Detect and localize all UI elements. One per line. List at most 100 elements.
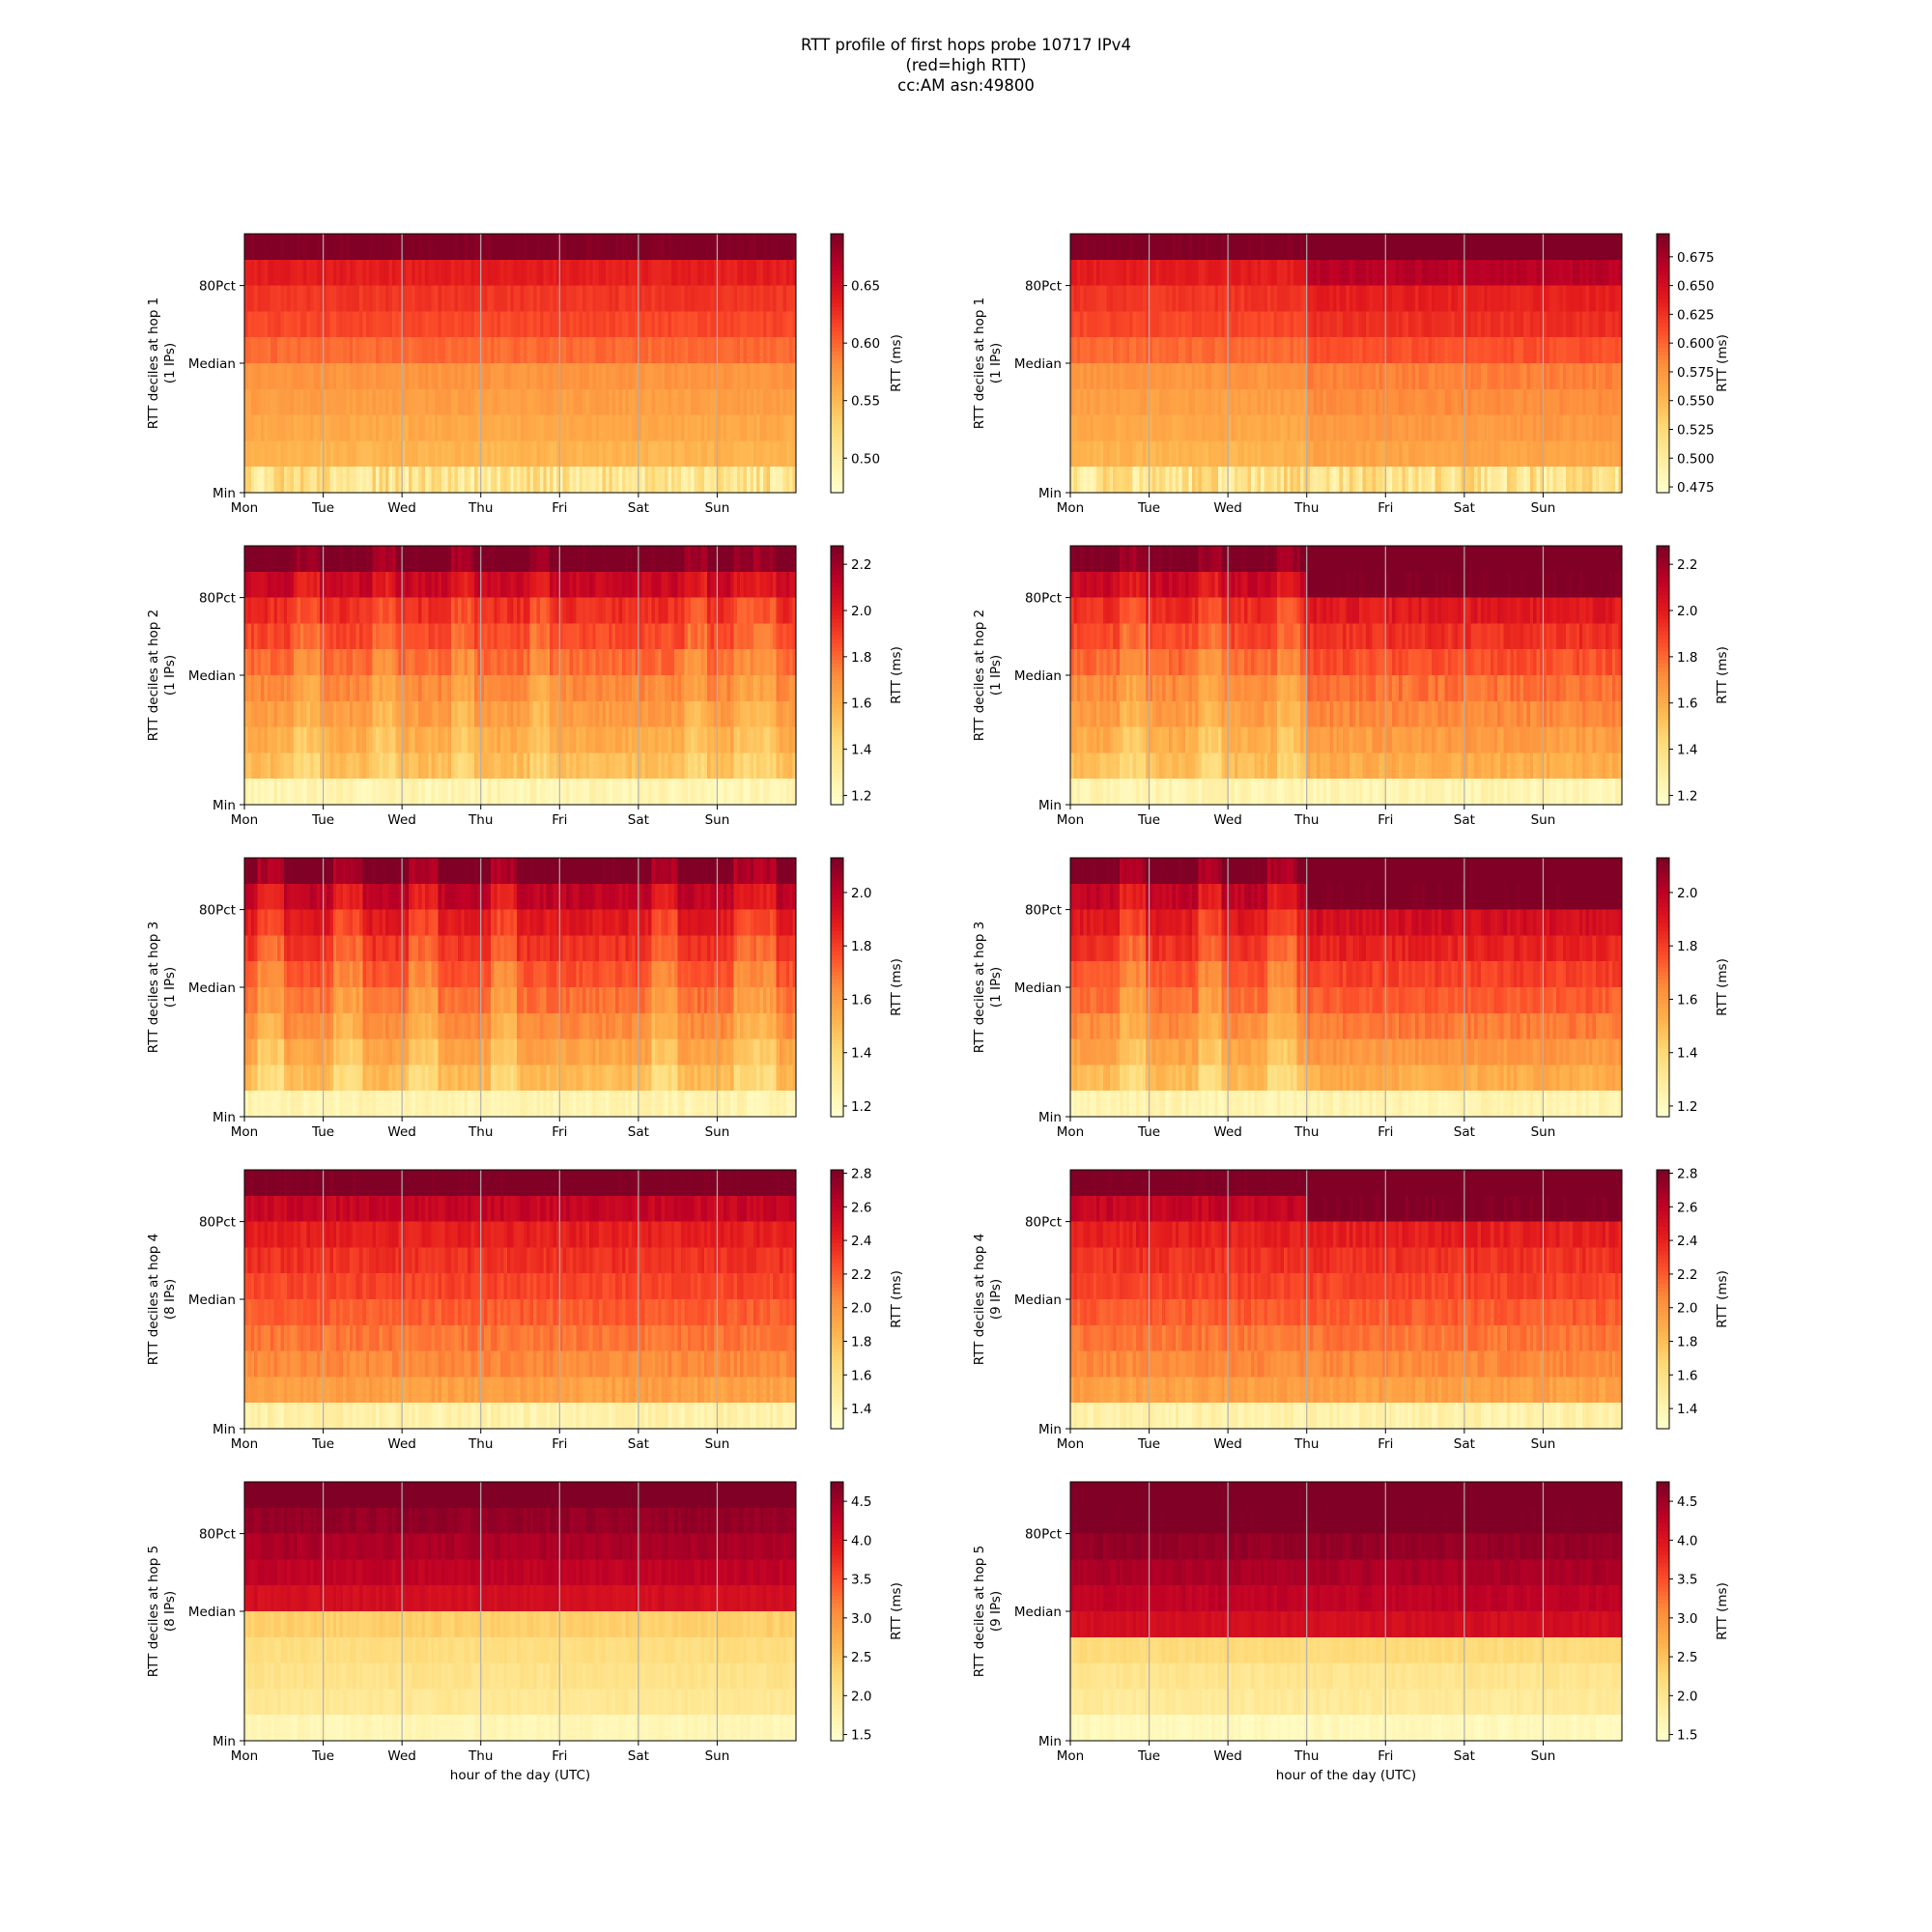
heatmap-cell — [769, 285, 774, 312]
heatmap-cell — [536, 234, 541, 261]
heatmap-cell — [313, 234, 318, 261]
heatmap-cell — [1411, 234, 1416, 261]
heatmap-cell — [1188, 285, 1193, 312]
heatmap-cell — [323, 285, 327, 312]
heatmap-cell — [543, 311, 548, 338]
heatmap-cell — [408, 414, 412, 441]
heatmap-cell — [1428, 259, 1433, 287]
heatmap-cell — [379, 467, 384, 494]
heatmap-cell — [615, 259, 620, 287]
heatmap-cell — [668, 337, 672, 364]
heatmap-cell — [250, 675, 255, 702]
heatmap-cell — [1376, 285, 1380, 312]
heatmap-cell — [451, 363, 456, 390]
heatmap-cell — [454, 675, 459, 702]
heatmap-cell — [1408, 259, 1413, 287]
heatmap-cell — [1198, 388, 1203, 416]
heatmap-cell — [543, 234, 548, 261]
heatmap-cell — [250, 726, 255, 753]
heatmap-cell — [615, 337, 620, 364]
heatmap-cell — [1129, 285, 1134, 312]
heatmap-cell — [332, 311, 337, 338]
heatmap-cell — [513, 363, 518, 390]
heatmap-cell — [332, 700, 337, 728]
heatmap-cell — [1376, 311, 1380, 338]
heatmap-cell — [756, 414, 761, 441]
heatmap-cell — [615, 414, 620, 441]
heatmap-cell — [733, 467, 738, 494]
heatmap-cell — [1142, 440, 1147, 468]
heatmap-cell — [1388, 440, 1393, 468]
colorbar-step — [1657, 347, 1669, 353]
heatmap-cell — [464, 285, 469, 312]
heatmap-cell — [523, 337, 527, 364]
heatmap-cell — [1303, 440, 1308, 468]
heatmap-cell — [638, 311, 642, 338]
heatmap-cell — [1181, 285, 1186, 312]
heatmap-cell — [332, 388, 337, 416]
heatmap-cell — [1254, 259, 1259, 287]
heatmap-cell — [1405, 259, 1409, 287]
heatmap-cell — [454, 337, 459, 364]
heatmap-cell — [1313, 440, 1318, 468]
heatmap-cell — [1250, 467, 1255, 494]
heatmap-cell — [1346, 363, 1350, 390]
heatmap-cell — [1266, 414, 1271, 441]
heatmap-cell — [609, 285, 613, 312]
heatmap-cell — [329, 388, 334, 416]
heatmap-cell — [365, 259, 370, 287]
heatmap-cell — [1352, 234, 1357, 261]
heatmap-cell — [1237, 259, 1242, 287]
heatmap-cell — [1179, 259, 1183, 287]
heatmap-cell — [336, 467, 341, 494]
heatmap-cell — [1211, 337, 1216, 364]
colorbar-step — [831, 415, 843, 421]
heatmap-cell — [618, 285, 623, 312]
heatmap-cell — [763, 440, 768, 468]
heatmap-cell — [750, 234, 754, 261]
heatmap-cell — [1287, 285, 1292, 312]
heatmap-cell — [1086, 311, 1091, 338]
heatmap-cell — [743, 414, 748, 441]
heatmap-cell — [635, 414, 639, 441]
heatmap-cell — [661, 440, 666, 468]
heatmap-cell — [644, 440, 649, 468]
heatmap-cell — [1119, 285, 1123, 312]
heatmap-cell — [661, 388, 666, 416]
heatmap-cell — [1198, 311, 1203, 338]
heatmap-cell — [789, 440, 794, 468]
heatmap-cell — [654, 363, 659, 390]
heatmap-cell — [533, 414, 538, 441]
heatmap-cell — [270, 388, 275, 416]
heatmap-cell — [1096, 259, 1101, 287]
heatmap-cell — [756, 259, 761, 287]
heatmap-cell — [1306, 234, 1311, 261]
heatmap-cell — [1188, 234, 1193, 261]
heatmap-cell — [339, 337, 344, 364]
heatmap-cell — [648, 363, 653, 390]
heatmap-cell — [346, 285, 351, 312]
heatmap-cell — [785, 259, 790, 287]
heatmap-cell — [1332, 285, 1337, 312]
heatmap-cell — [1109, 337, 1114, 364]
heatmap-cells — [244, 546, 797, 806]
heatmap-cell — [543, 467, 548, 494]
heatmap-cell — [1224, 414, 1229, 441]
heatmap-cell — [260, 234, 265, 261]
heatmap-cell — [595, 337, 600, 364]
heatmap-cell — [1231, 311, 1236, 338]
heatmap-cell — [1385, 414, 1390, 441]
heatmap-cell — [1217, 337, 1222, 364]
heatmap-cell — [1181, 337, 1186, 364]
heatmap-cell — [353, 337, 357, 364]
heatmap-cell — [1217, 363, 1222, 390]
heatmap-cell — [661, 337, 666, 364]
heatmap-cell — [1339, 440, 1344, 468]
heatmap-cell — [346, 779, 351, 806]
heatmap-cell — [1122, 388, 1127, 416]
colorbar-step — [1657, 273, 1669, 279]
heatmap-cell — [447, 259, 452, 287]
heatmap-cell — [780, 234, 784, 261]
heatmap-cell — [444, 285, 449, 312]
heatmap-cell — [1184, 440, 1189, 468]
